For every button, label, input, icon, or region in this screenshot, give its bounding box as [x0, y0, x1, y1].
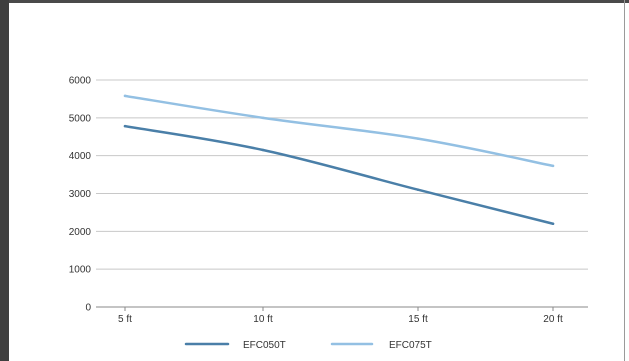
data-point-efc050t-3 — [551, 222, 555, 226]
legend-label: EFC050T — [243, 340, 286, 351]
frame-left-border — [0, 0, 9, 361]
x-tick-label: 5 ft — [118, 314, 132, 325]
data-point-efc075t-3 — [551, 164, 555, 168]
legend-item-efc075t: EFC075T — [330, 340, 432, 351]
legend-label: EFC075T — [389, 340, 432, 351]
data-point-efc050t-2 — [416, 188, 420, 191]
data-point-efc075t-0 — [123, 94, 127, 98]
y-axis-tick-labels: 0 1000 2000 3000 4000 5000 6000 — [69, 76, 92, 314]
y-tick-label: 6000 — [69, 76, 92, 87]
data-point-efc075t-1 — [261, 116, 265, 120]
y-tick-label: 1000 — [69, 265, 92, 276]
series-line-efc050t — [123, 124, 555, 226]
series-lines — [123, 94, 555, 226]
y-tick-label: 5000 — [69, 113, 92, 124]
data-point-efc050t-1 — [261, 148, 265, 152]
gridlines — [96, 79, 588, 308]
data-point-efc050t-0 — [123, 124, 127, 128]
x-axis-tick-labels: 5 ft 10 ft 15 ft 20 ft — [118, 307, 563, 325]
y-tick-label: 4000 — [69, 151, 92, 162]
x-tick-label: 10 ft — [253, 314, 273, 325]
y-tick-label: 2000 — [69, 227, 92, 238]
y-tick-label: 3000 — [69, 189, 92, 200]
x-tick-label: 15 ft — [408, 314, 428, 325]
x-tick-label: 20 ft — [543, 314, 563, 325]
frame-right-border — [624, 0, 625, 361]
frame-top-border — [0, 0, 629, 3]
series-line-efc075t — [123, 94, 555, 168]
legend-item-efc050t: EFC050T — [184, 340, 286, 351]
legend: EFC050T EFC075T — [184, 340, 432, 351]
data-point-efc075t-2 — [416, 137, 420, 140]
y-tick-label: 0 — [85, 303, 91, 314]
